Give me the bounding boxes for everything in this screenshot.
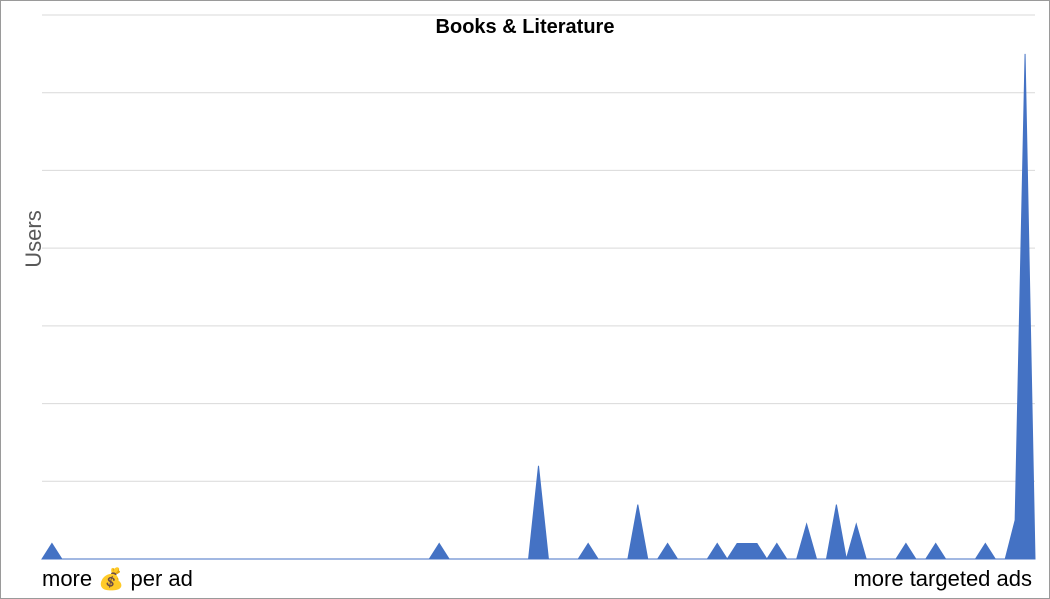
y-axis-label: Users	[21, 210, 46, 267]
chart-title: Books & Literature	[436, 16, 615, 38]
x-axis-label-right: more targeted ads	[853, 566, 1032, 591]
x-axis-label-left: more 💰 per ad	[42, 566, 193, 592]
area-series	[41, 53, 1036, 560]
